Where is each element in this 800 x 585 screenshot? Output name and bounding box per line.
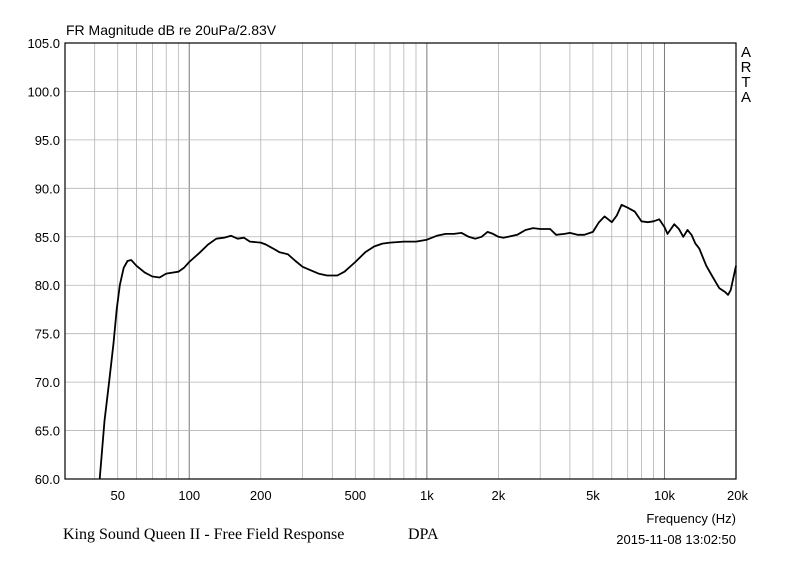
x-tick-label: 50	[110, 488, 124, 503]
x-tick-label: 1k	[420, 488, 434, 503]
watermark-letter: R	[741, 59, 752, 76]
x-tick-label: 100	[178, 488, 200, 503]
x-tick-label: 2k	[492, 488, 506, 503]
watermark-letter: T	[741, 74, 750, 91]
y-tick-label: 60.0	[35, 472, 60, 487]
y-tick-label: 70.0	[35, 375, 60, 390]
y-tick-label: 75.0	[35, 327, 60, 342]
y-tick-label: 80.0	[35, 278, 60, 293]
y-tick-label: 100.0	[27, 84, 60, 99]
x-tick-label: 10k	[654, 488, 675, 503]
y-tick-label: 95.0	[35, 133, 60, 148]
x-tick-label: 5k	[586, 488, 600, 503]
y-tick-label: 85.0	[35, 230, 60, 245]
caption-right: DPA	[408, 526, 439, 543]
y-tick-labels: 105.0 100.0 95.0 90.0 85.0 80.0 75.0 70.0 65.0 60…	[27, 36, 60, 487]
watermark-letter: A	[741, 44, 751, 61]
series-line	[98, 203, 737, 480]
x-axis-label: Frequency (Hz)	[646, 511, 736, 526]
caption-left: King Sound Queen II - Free Field Respons…	[63, 526, 344, 543]
y-tick-label: 90.0	[35, 181, 60, 196]
timestamp: 2015-11-08 13:02:50	[616, 532, 736, 547]
x-tick-label: 500	[344, 488, 366, 503]
x-tick-label: 20k	[727, 488, 748, 503]
y-tick-label: 65.0	[35, 424, 60, 439]
watermark-letter: A	[741, 89, 751, 106]
plot-frame	[64, 42, 737, 480]
y-tick-label: 105.0	[27, 36, 60, 51]
x-tick-labels: 50 100 200 500 1k 2k 5k 10k 20k	[110, 488, 748, 503]
x-tick-label: 200	[250, 488, 272, 503]
chart-title: FR Magnitude dB re 20uPa/2.83V	[66, 22, 277, 38]
